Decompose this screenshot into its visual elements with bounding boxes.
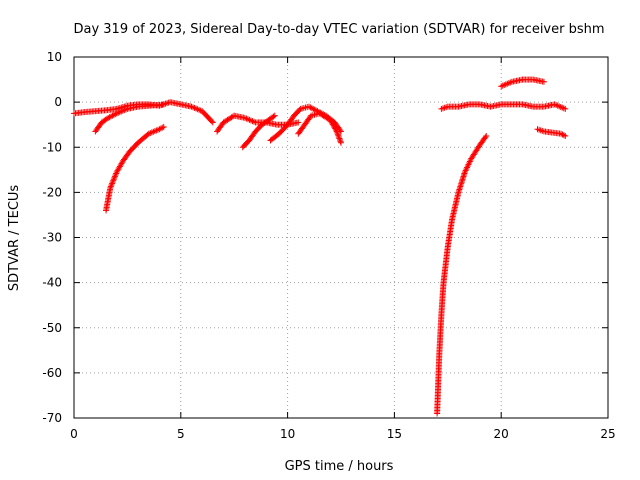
data-point	[559, 131, 566, 138]
data-point	[209, 119, 216, 126]
data-point	[336, 136, 343, 143]
data-point	[164, 100, 171, 107]
data-point	[160, 101, 167, 108]
series-arc-10	[498, 76, 547, 90]
y-tick-label: 10	[47, 50, 62, 64]
y-axis-label: SDTVAR / TECUs	[7, 185, 22, 292]
data-point	[295, 119, 302, 126]
data-point	[335, 134, 342, 141]
data-point	[160, 123, 167, 130]
x-tick-label: 25	[600, 427, 615, 441]
data-point	[159, 124, 166, 131]
data-point	[110, 177, 117, 184]
data-point	[112, 111, 119, 118]
data-point	[338, 139, 344, 146]
data-point	[111, 174, 118, 181]
data-point	[110, 176, 117, 183]
series-arc-1	[71, 99, 216, 126]
data-point	[332, 127, 339, 134]
x-tick-label: 15	[387, 427, 402, 441]
data-point	[483, 132, 490, 139]
data-point	[333, 128, 340, 135]
data-point	[337, 138, 344, 145]
data-point	[270, 113, 277, 120]
y-tick-label: -40	[42, 276, 62, 290]
axis-ticks: 0 5 10 15 20 25 10 0 -10 -20 -30 -40 -50 -60 -70	[42, 50, 615, 441]
data-point	[113, 170, 120, 177]
x-axis-label: GPS time / hours	[285, 459, 394, 474]
data-point	[334, 129, 341, 136]
data-point	[108, 181, 115, 188]
y-tick-label: -20	[42, 185, 62, 199]
data-point	[482, 134, 489, 141]
y-tick-label: -60	[42, 366, 62, 380]
data-point	[208, 118, 215, 125]
data-point	[112, 171, 119, 178]
data-point	[109, 180, 116, 187]
chart-title: Day 319 of 2023, Sidereal Day-to-day VTE…	[73, 22, 604, 37]
grid	[74, 57, 608, 418]
data-point	[107, 184, 114, 191]
series-arc-11	[534, 126, 569, 139]
y-tick-label: -30	[42, 231, 62, 245]
data-point	[335, 132, 342, 139]
series-arc-8	[434, 132, 490, 417]
y-tick-label: -10	[42, 140, 62, 154]
data-point	[560, 132, 567, 139]
x-tick-label: 10	[280, 427, 295, 441]
data-point	[336, 135, 343, 142]
x-tick-label: 5	[177, 427, 185, 441]
data-point	[334, 131, 341, 138]
series-arc-5	[239, 112, 278, 151]
series-arc-7	[295, 110, 344, 146]
data-point	[107, 183, 114, 190]
data-point	[109, 179, 116, 186]
data-points	[71, 76, 569, 417]
data-point	[271, 112, 278, 119]
series-arc-3	[103, 123, 167, 214]
y-tick-label: -50	[42, 321, 62, 335]
y-tick-label: -70	[42, 411, 62, 425]
y-tick-label: 0	[54, 95, 62, 109]
x-tick-label: 20	[494, 427, 509, 441]
x-tick-label: 0	[70, 427, 78, 441]
series-arc-2	[92, 101, 167, 135]
data-point	[540, 78, 547, 85]
data-point	[562, 132, 569, 139]
series-arc-9	[438, 101, 569, 112]
data-point	[562, 105, 569, 112]
data-point	[111, 173, 118, 180]
